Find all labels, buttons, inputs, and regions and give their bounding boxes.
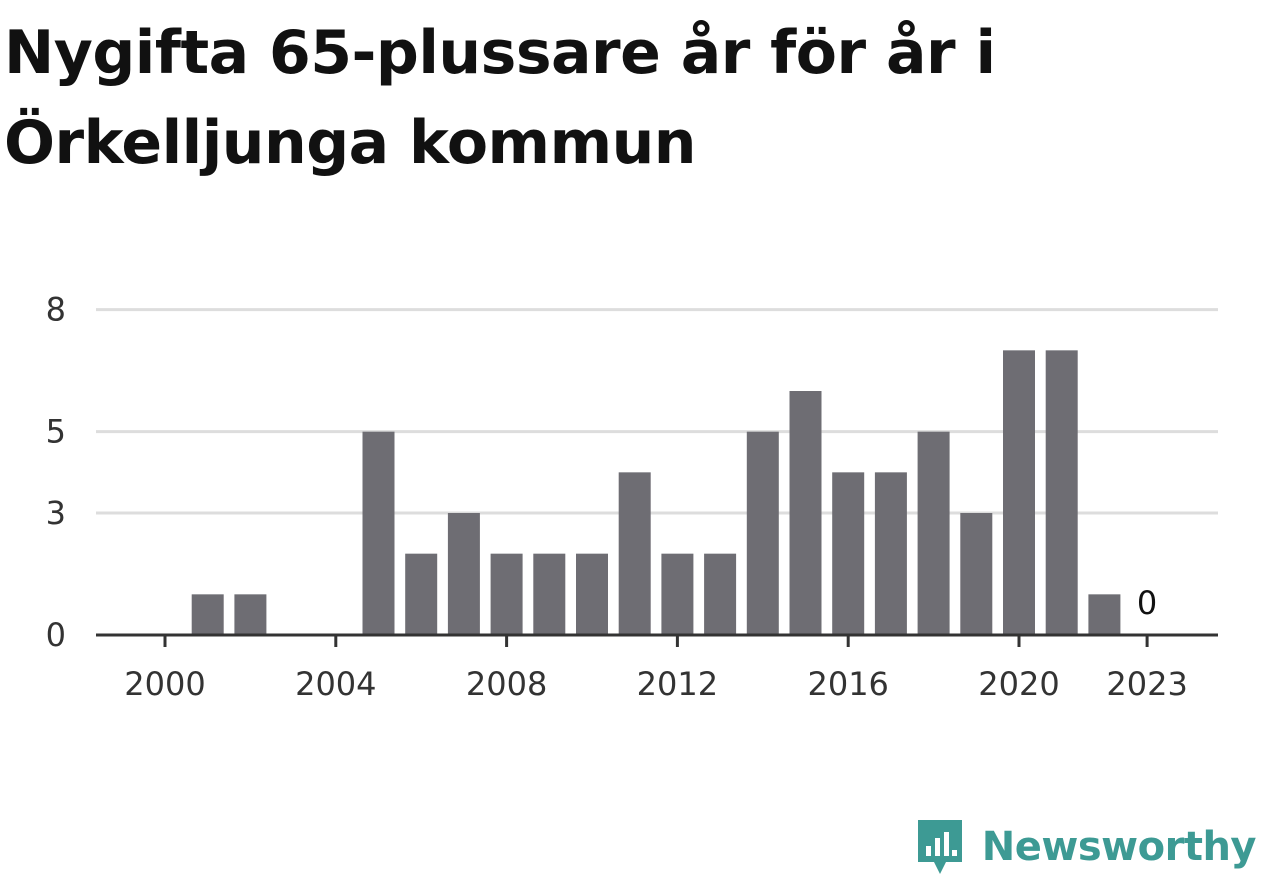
bar-2011 <box>618 472 651 635</box>
bar-2002 <box>234 594 267 635</box>
chart-title: Nygifta 65-plussare år för år i Örkellju… <box>4 18 996 178</box>
bar-2015 <box>789 391 822 635</box>
brand-name: Newsworthy <box>981 824 1257 870</box>
bar-2019 <box>960 513 993 635</box>
y-tick-label: 5 <box>46 413 66 451</box>
x-tick-label: 2012 <box>637 665 718 703</box>
bar-2020 <box>1003 350 1035 635</box>
newsworthy-logo-icon <box>917 820 962 874</box>
bar-2013 <box>704 553 737 635</box>
bar-2005 <box>362 431 395 635</box>
bar-2021 <box>1045 350 1078 635</box>
bars <box>191 350 1121 635</box>
x-tick-label: 2008 <box>466 665 547 703</box>
y-tick-label: 8 <box>46 291 66 329</box>
bar-2016 <box>832 472 865 635</box>
bar-2017 <box>874 472 907 635</box>
bar-2007 <box>447 513 480 635</box>
brand-logo: Newsworthy <box>916 818 1257 876</box>
bar-2018 <box>917 431 950 635</box>
bar-2001 <box>191 594 224 635</box>
bar-2022 <box>1088 594 1121 635</box>
bar-2008 <box>490 553 523 635</box>
bar-2014 <box>746 431 779 635</box>
x-tick-label: 2020 <box>978 665 1059 703</box>
y-tick-label: 3 <box>46 494 66 532</box>
bar-2009 <box>533 553 566 635</box>
x-tick-label: 2004 <box>295 665 376 703</box>
labels: 0 3 5 8 2000 2004 2008 2012 2016 2020 2023 0 <box>46 291 1188 703</box>
x-tick-label: 2023 <box>1106 665 1187 703</box>
data-label: 0 <box>1137 584 1157 622</box>
axes <box>96 633 1218 647</box>
bar-2010 <box>576 553 608 635</box>
bar-2006 <box>405 553 438 635</box>
bar-2012 <box>661 553 694 635</box>
x-tick-label: 2000 <box>124 665 205 703</box>
y-tick-label: 0 <box>46 616 66 654</box>
x-tick-label: 2016 <box>807 665 888 703</box>
